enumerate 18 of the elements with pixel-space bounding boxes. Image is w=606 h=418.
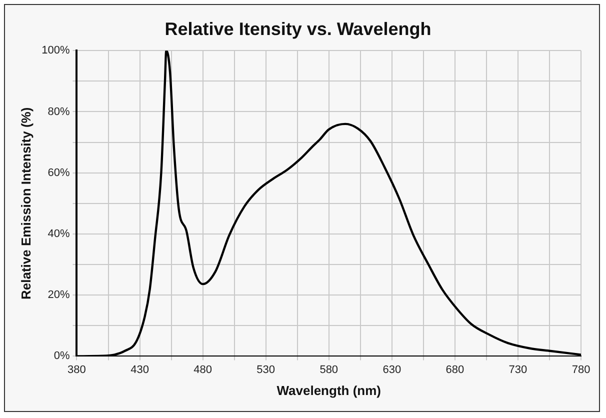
y-tick-label: 60%: [48, 166, 70, 179]
y-tick-label: 80%: [48, 106, 70, 118]
x-tick-label: 730: [508, 364, 528, 376]
chart-title: Relative Itensity vs. Wavelengh: [164, 18, 432, 39]
y-tick-label: 100%: [42, 44, 70, 57]
y-tick-label: 40%: [48, 228, 70, 240]
x-tick-label: 480: [194, 364, 212, 376]
x-tick-label: 780: [572, 364, 590, 376]
x-axis-title: Wavelength (nm): [276, 382, 381, 398]
y-axis-title: Relative Emission Intensity (%): [18, 107, 34, 300]
x-tick-label: 380: [68, 364, 86, 376]
x-tick-label: 680: [446, 364, 464, 376]
y-tick-label: 0%: [54, 350, 70, 362]
x-tick-label: 580: [320, 364, 338, 376]
x-tick-label: 430: [130, 364, 149, 376]
y-tick-label: 20%: [48, 289, 70, 302]
x-tick-label: 530: [256, 364, 276, 376]
x-tick-label: 630: [382, 364, 402, 376]
